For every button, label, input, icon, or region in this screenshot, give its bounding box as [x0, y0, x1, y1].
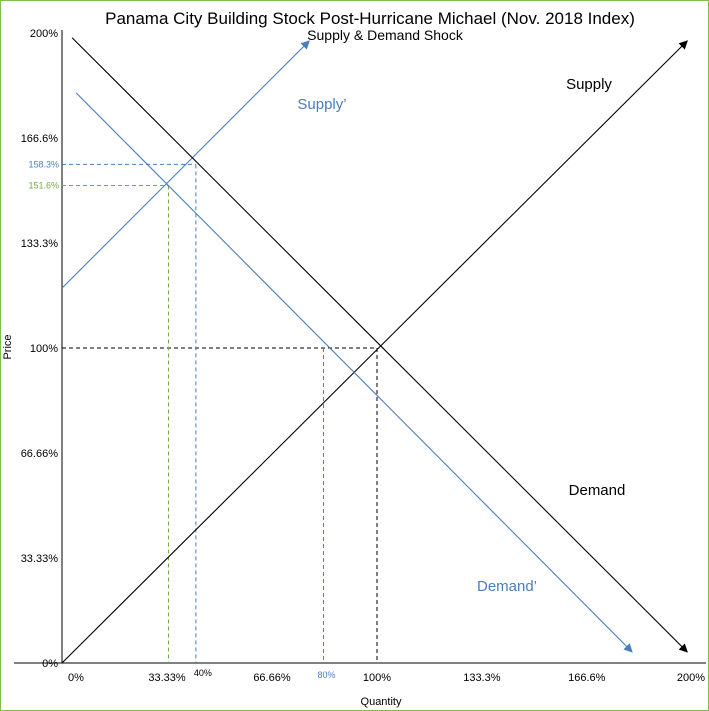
y-tick-label: 0% — [42, 658, 58, 670]
series-lines: Supply Supply’ Demand Demand’ — [61, 37, 688, 664]
series-label: Supply — [566, 76, 612, 93]
x-tick-label: 66.66% — [253, 672, 291, 684]
y-tick-label: 200% — [30, 28, 58, 40]
x-tick-label: 100% — [363, 672, 391, 684]
y-tick-label: 33.33% — [21, 553, 59, 565]
y-tick-label: 100% — [30, 343, 58, 355]
series-line — [71, 37, 688, 653]
series-label: Demand’ — [477, 578, 537, 595]
series-line — [61, 40, 688, 664]
chart-subtitle: Supply & Demand Shock — [307, 27, 464, 43]
tick-labels: 0% 33.33% 66.66% 100% 133.3% 166.6% 200% 0% 33.3… — [21, 28, 706, 684]
series-label: Supply’ — [297, 96, 346, 113]
y-axis-label: Price — [2, 334, 14, 359]
x-axis-label: Quantity — [361, 696, 402, 708]
x-tick-label: 200% — [677, 672, 705, 684]
y-tick-label: 166.6% — [21, 133, 59, 145]
series-label: Demand — [569, 482, 626, 499]
series-line — [61, 40, 310, 289]
annotation-label: 151.6% — [28, 180, 59, 190]
axes — [14, 30, 706, 664]
y-tick-label: 133.3% — [21, 238, 59, 250]
x-tick-label: 33.33% — [148, 672, 186, 684]
annotation-label: 40% — [194, 668, 212, 678]
annotation-label: 158.3% — [28, 159, 59, 169]
x-tick-label: 133.3% — [463, 672, 501, 684]
chart-title: Panama City Building Stock Post-Hurrican… — [105, 9, 635, 28]
y-tick-label: 66.66% — [21, 448, 59, 460]
guide-lines — [62, 163, 378, 663]
series-line — [75, 92, 633, 653]
annotations: 158.3% 151.6% 80% 40% — [28, 159, 335, 680]
annotation-label: 80% — [317, 670, 335, 680]
x-tick-label: 0% — [68, 672, 84, 684]
x-tick-label: 166.6% — [568, 672, 606, 684]
